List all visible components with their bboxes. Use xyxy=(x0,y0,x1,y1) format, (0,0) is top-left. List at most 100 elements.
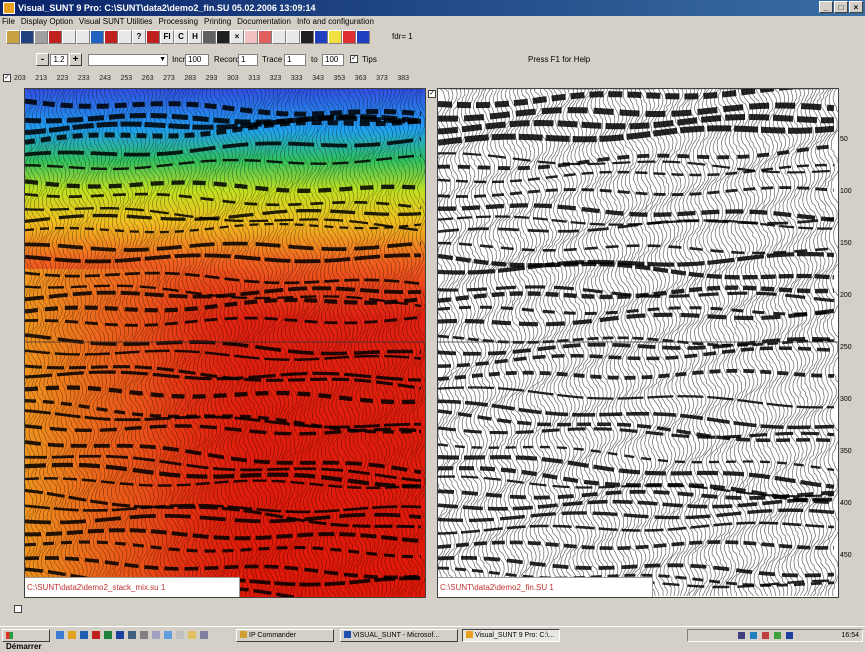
reflection-event xyxy=(438,409,835,443)
zoom-icon[interactable] xyxy=(244,30,258,44)
reflection-event xyxy=(438,540,835,551)
quicklaunch-settings-icon[interactable] xyxy=(140,631,148,639)
tray-network-icon[interactable] xyxy=(750,632,757,639)
tray-volume-icon[interactable] xyxy=(738,632,745,639)
reflection-event xyxy=(438,125,835,146)
wiggle-trace xyxy=(336,89,350,597)
tray-lang-icon[interactable] xyxy=(786,632,793,639)
wiggle-trace xyxy=(152,89,166,597)
reflection-event xyxy=(25,333,422,356)
wiggle-trace xyxy=(400,89,414,597)
print-icon[interactable] xyxy=(202,30,216,44)
wiggle-trace xyxy=(384,89,398,597)
wiggle-trace xyxy=(521,89,535,597)
wiggle-trace xyxy=(573,89,587,597)
tips-checkbox[interactable]: ✓ xyxy=(350,54,358,63)
open-icon[interactable] xyxy=(6,30,20,44)
quicklaunch-desktop-icon[interactable] xyxy=(56,631,64,639)
quicklaunch-explorer-icon[interactable] xyxy=(68,631,76,639)
quicklaunch-tool-icon[interactable] xyxy=(128,631,136,639)
menu-printing[interactable]: Printing xyxy=(204,17,232,26)
right-panel-filename: C:\SUNT\data2\demo2_fin.SU 1 xyxy=(438,577,653,597)
palette-icon[interactable] xyxy=(104,30,118,44)
minimize-button[interactable]: _ xyxy=(819,1,833,13)
cross-icon[interactable]: × xyxy=(230,30,244,44)
reflection-event xyxy=(438,203,835,222)
stop-square-icon[interactable] xyxy=(216,30,230,44)
menu-documentation[interactable]: Documentation xyxy=(237,17,291,26)
blue-square-icon[interactable] xyxy=(356,30,370,44)
quicklaunch-word-icon[interactable] xyxy=(116,631,124,639)
box-icon[interactable] xyxy=(286,30,300,44)
quicklaunch-search-icon[interactable] xyxy=(188,631,196,639)
scale-plus-button[interactable]: + xyxy=(69,53,82,66)
tray-shield-icon[interactable] xyxy=(762,632,769,639)
color-display-icon[interactable] xyxy=(48,30,62,44)
task-visual-sunt-word[interactable]: VISUAL_SUNT - Microsof... xyxy=(340,629,458,642)
seismic-stack-display[interactable] xyxy=(25,89,425,597)
wiggle-trace xyxy=(212,89,226,597)
menu-info-configuration[interactable]: Info and configuration xyxy=(296,17,374,26)
menu-visual-sunt-utilities[interactable]: Visual SUNT Utilities xyxy=(78,17,153,26)
quicklaunch-misc-icon[interactable] xyxy=(176,631,184,639)
trace-bar-checkbox[interactable]: ✓ xyxy=(3,74,11,82)
wiggle-trace xyxy=(44,89,58,597)
trace-input[interactable]: 1 xyxy=(284,54,306,66)
reflection-event xyxy=(438,555,835,578)
menu-display-option[interactable]: Display Option xyxy=(20,17,73,26)
mode-dropdown[interactable]: ▼ xyxy=(88,54,168,66)
incr-input[interactable]: 100 xyxy=(185,54,209,66)
c-button[interactable]: C xyxy=(174,30,188,44)
tray-app-icon[interactable] xyxy=(774,632,781,639)
list-icon[interactable] xyxy=(272,30,286,44)
reflection-events xyxy=(25,98,422,597)
light-icon[interactable] xyxy=(328,30,342,44)
wiggle-trace xyxy=(729,89,743,597)
bottom-checkbox[interactable] xyxy=(14,603,22,613)
quicklaunch-media-icon[interactable] xyxy=(152,631,160,639)
split-icon[interactable] xyxy=(76,30,90,44)
close-button[interactable]: × xyxy=(849,1,863,13)
seismic-final-display[interactable] xyxy=(438,89,838,597)
edit-icon[interactable] xyxy=(34,30,48,44)
to-input[interactable]: 100 xyxy=(322,54,344,66)
wiggle-trace xyxy=(465,89,479,597)
fi-button[interactable]: FI xyxy=(160,30,174,44)
quicklaunch-extra-icon[interactable] xyxy=(200,631,208,639)
trace-number-label: 293 xyxy=(205,75,218,82)
chevron-down-icon[interactable]: ▼ xyxy=(159,56,166,63)
wiggle-trace xyxy=(717,89,731,597)
copy-icon[interactable] xyxy=(118,30,132,44)
wiggle-trace xyxy=(829,89,838,596)
stop-icon[interactable] xyxy=(342,30,356,44)
record-input[interactable]: 1 xyxy=(238,54,258,66)
bars-icon[interactable] xyxy=(314,30,328,44)
task-visual-sunt-pro[interactable]: Visual_SUNT 9 Pro: C:\... xyxy=(462,629,560,642)
menu-file[interactable]: File xyxy=(2,17,15,26)
grid-icon[interactable] xyxy=(62,30,76,44)
h-button[interactable]: H xyxy=(188,30,202,44)
maximize-button[interactable]: □ xyxy=(834,1,848,13)
task-ip-commander[interactable]: IP Commander xyxy=(236,629,334,642)
seismic-stack-panel[interactable]: C:\SUNT\data2\demo2_stack_mix.su 1 xyxy=(24,88,426,598)
reflection-event xyxy=(438,475,835,498)
reflection-event xyxy=(25,424,422,436)
scale-minus-button[interactable]: - xyxy=(36,53,49,66)
quicklaunch-ie-icon[interactable] xyxy=(80,631,88,639)
quicklaunch-excel-icon[interactable] xyxy=(104,631,112,639)
pin-icon[interactable] xyxy=(146,30,160,44)
start-button[interactable]: Démarrer xyxy=(2,629,50,651)
wiggle-trace xyxy=(116,89,130,597)
right-panel-checkbox[interactable]: ✓ xyxy=(428,88,436,98)
quicklaunch-network-icon[interactable] xyxy=(164,631,172,639)
filter-icon[interactable]: ? xyxy=(132,30,146,44)
frame-icon[interactable] xyxy=(258,30,272,44)
globe-icon[interactable] xyxy=(90,30,104,44)
seismic-final-panel[interactable]: C:\SUNT\data2\demo2_fin.SU 1 xyxy=(437,88,839,598)
save-icon[interactable] xyxy=(20,30,34,44)
scale-field[interactable]: 1.2 xyxy=(50,54,68,66)
quicklaunch-app-icon[interactable] xyxy=(92,631,100,639)
menu-processing[interactable]: Processing xyxy=(158,17,199,26)
task-label: VISUAL_SUNT - Microsof... xyxy=(353,632,440,639)
signal-icon[interactable] xyxy=(300,30,314,44)
